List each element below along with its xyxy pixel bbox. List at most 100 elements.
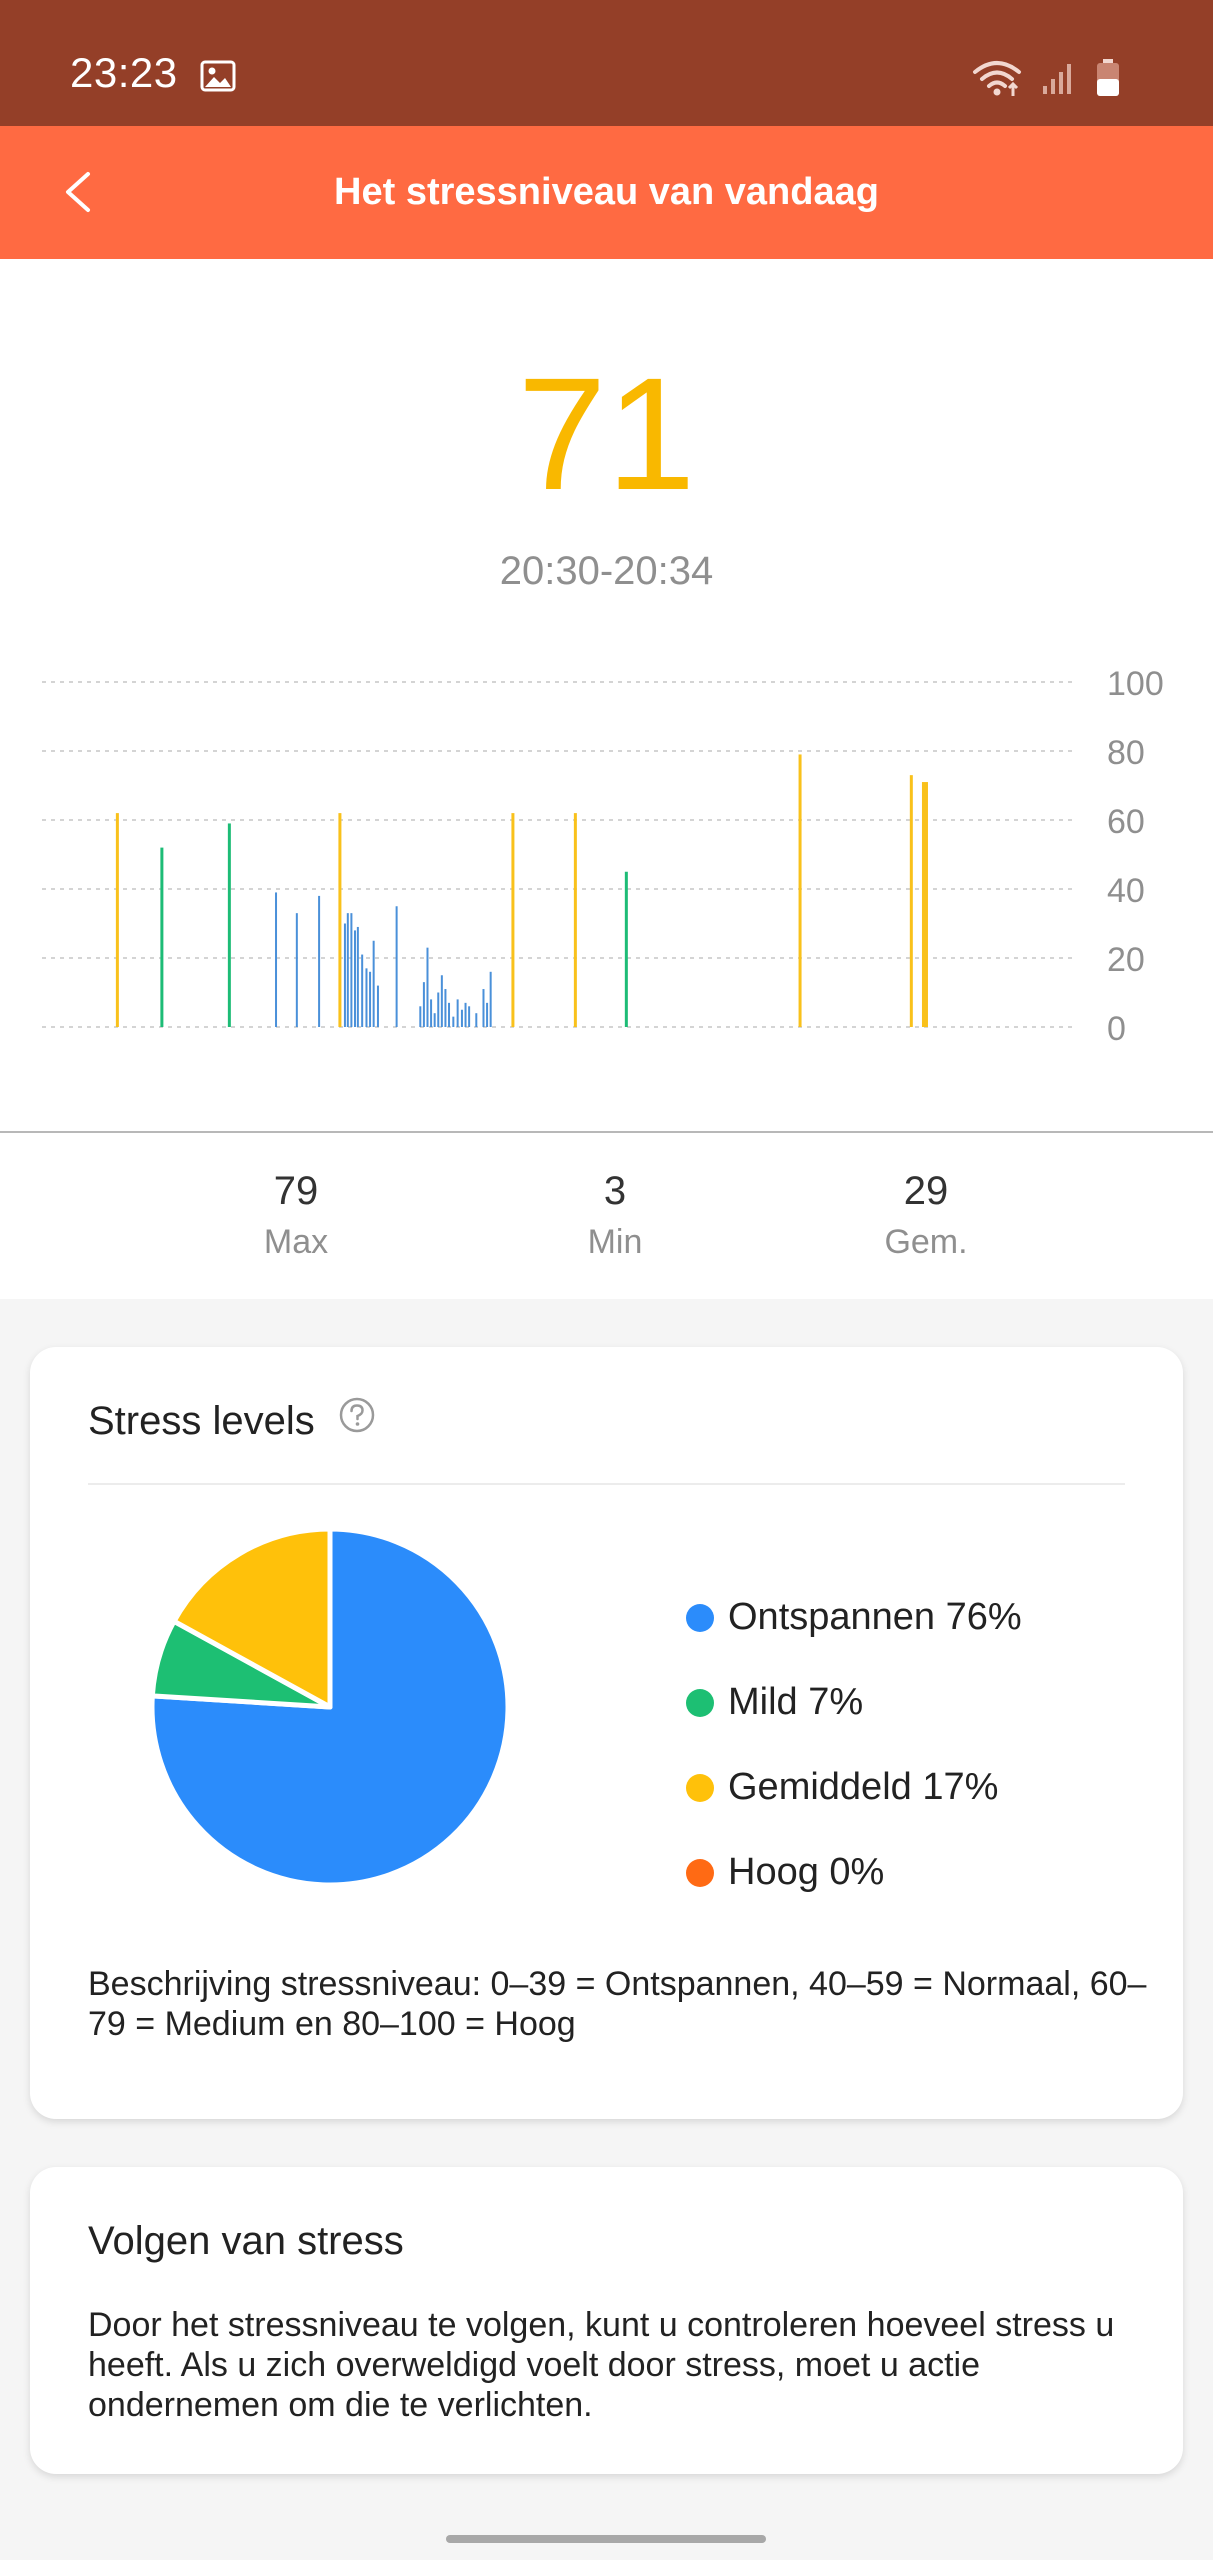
legend-label-mild: Mild 7% <box>728 1681 864 1723</box>
stress-bar[interactable] <box>372 940 375 1027</box>
stress-bar[interactable] <box>624 871 628 1027</box>
stress-bar[interactable] <box>395 906 398 1027</box>
stress-bar[interactable] <box>464 1002 467 1027</box>
stress-bar[interactable] <box>350 913 353 1027</box>
stress-bar[interactable] <box>486 1002 489 1027</box>
stress-bar[interactable] <box>422 982 425 1027</box>
stress-bar[interactable] <box>346 913 349 1027</box>
question-circle-icon[interactable] <box>338 1396 376 1444</box>
stress-bar[interactable] <box>369 971 372 1027</box>
stress-bar[interactable] <box>475 1013 478 1027</box>
selected-stress-bar[interactable] <box>921 782 928 1027</box>
stress-bar[interactable] <box>437 992 440 1028</box>
stress-levels-pie-chart <box>150 1527 510 1887</box>
legend-dot-hoog <box>686 1858 714 1887</box>
stress-bar[interactable] <box>482 989 485 1027</box>
stress-bar[interactable] <box>452 1016 455 1027</box>
stress-bar[interactable] <box>511 813 515 1027</box>
stress-bar[interactable] <box>426 947 429 1027</box>
stress-level-description: Beschrijving stressniveau: 0–39 = Ontspa… <box>88 1965 1147 2044</box>
stat-max: 79 Max <box>196 1167 396 1262</box>
chevron-left-icon <box>66 172 90 212</box>
stat-average: 29 Gem. <box>826 1167 1026 1262</box>
stress-bar[interactable] <box>318 895 321 1027</box>
legend-item-hoog: Hoog 0% <box>686 1830 1022 1915</box>
status-bar: 23:23 <box>0 0 1213 126</box>
battery-icon <box>1095 58 1121 103</box>
stress-bar[interactable] <box>376 985 379 1027</box>
stress-bar-chart[interactable]: 100 80 60 40 20 0 00:00 06:00 12:00 18:00 23:59 <box>0 639 1213 1059</box>
card-divider <box>88 1483 1125 1485</box>
stress-bar[interactable] <box>115 813 119 1027</box>
stat-max-value: 79 <box>273 1169 319 1213</box>
stress-bar[interactable] <box>460 1009 463 1027</box>
x-tick-label: 23:59 <box>1036 1055 1121 1059</box>
x-tick-label: 06:00 <box>258 1055 343 1059</box>
stress-bar[interactable] <box>361 954 364 1027</box>
stress-bar[interactable] <box>353 930 356 1027</box>
app-bar: Het stressniveau van vandaag <box>0 126 1213 259</box>
stat-min-label: Min <box>587 1223 643 1261</box>
stress-bar[interactable] <box>227 823 231 1027</box>
legend-label-hoog: Hoog 0% <box>728 1851 885 1893</box>
stress-tracking-card: Volgen van stress Door het stressniveau … <box>30 2167 1183 2474</box>
legend-dot-mild <box>686 1688 714 1717</box>
page-title: Het stressniveau van vandaag <box>334 171 879 213</box>
stat-average-label: Gem. <box>884 1223 968 1261</box>
stress-bar[interactable] <box>433 1013 436 1027</box>
stress-bar[interactable] <box>343 923 346 1028</box>
stress-bar[interactable] <box>456 999 459 1027</box>
stress-bar[interactable] <box>356 926 359 1027</box>
legend-item-ontspannen: Ontspannen 76% <box>686 1575 1022 1660</box>
legend-item-mild: Mild 7% <box>686 1660 1022 1745</box>
stress-bar[interactable] <box>468 1006 471 1027</box>
pie-slice-ontspannen <box>150 1527 510 1887</box>
legend-dot-gemiddeld <box>686 1773 714 1802</box>
current-stress-value: 71 <box>517 344 696 523</box>
home-indicator[interactable] <box>446 2535 766 2543</box>
stress-bar[interactable] <box>160 847 164 1027</box>
stress-bar[interactable] <box>295 913 298 1027</box>
back-button[interactable] <box>54 162 114 222</box>
y-tick-label: 40 <box>1107 872 1145 910</box>
current-time-range: 20:30-20:34 <box>499 549 714 593</box>
y-tick-label: 80 <box>1107 734 1145 772</box>
y-tick-label: 60 <box>1107 803 1145 841</box>
stat-max-label: Max <box>263 1223 329 1261</box>
legend-item-gemiddeld: Gemiddeld 17% <box>686 1745 1022 1830</box>
stress-bar[interactable] <box>365 968 368 1027</box>
x-tick-label: 18:00 <box>775 1055 860 1059</box>
signal-icon <box>1041 60 1077 101</box>
stress-bar[interactable] <box>440 975 443 1027</box>
x-tick-label: 12:00 <box>516 1055 601 1059</box>
stress-levels-title-text: Stress levels <box>88 1399 315 1443</box>
legend-label-ontspannen: Ontspannen 76% <box>728 1596 1022 1638</box>
stress-summary-panel: 71 20:30-20:34 100 80 60 40 20 0 00:00 06:00 12:… <box>0 259 1213 1299</box>
stat-average-value: 29 <box>903 1169 949 1213</box>
chart-divider <box>0 1131 1213 1133</box>
y-tick-label: 100 <box>1107 665 1164 703</box>
stress-bar[interactable] <box>275 892 278 1027</box>
stress-bar[interactable] <box>573 813 577 1027</box>
stress-bar[interactable] <box>419 1006 422 1027</box>
stress-bar[interactable] <box>338 813 342 1027</box>
stress-bar[interactable] <box>489 971 492 1027</box>
y-tick-label: 0 <box>1107 1010 1126 1048</box>
stress-levels-card: Stress levels Ontspannen 76% Mild 7% Gem… <box>30 1347 1183 2119</box>
legend-label-gemiddeld: Gemiddeld 17% <box>728 1766 999 1808</box>
status-time: 23:23 <box>70 49 178 96</box>
stress-bar[interactable] <box>430 999 433 1027</box>
stress-bar[interactable] <box>909 775 913 1027</box>
stress-bar[interactable] <box>448 1002 451 1027</box>
pie-slice-gemiddeld <box>171 1527 333 1710</box>
stress-tracking-title: Volgen van stress <box>88 2219 404 2263</box>
x-tick-label: 00:00 <box>42 1055 127 1059</box>
stress-bar[interactable] <box>798 754 802 1027</box>
y-tick-label: 20 <box>1107 941 1145 979</box>
legend-dot-ontspannen <box>686 1603 714 1632</box>
image-icon <box>200 60 236 97</box>
pie-legend: Ontspannen 76% Mild 7% Gemiddeld 17% Hoo… <box>686 1575 1022 1915</box>
stress-tracking-description: Door het stressniveau te volgen, kunt u … <box>88 2306 1115 2425</box>
stress-bar[interactable] <box>444 989 447 1027</box>
stress-levels-title: Stress levels <box>88 1396 376 1444</box>
